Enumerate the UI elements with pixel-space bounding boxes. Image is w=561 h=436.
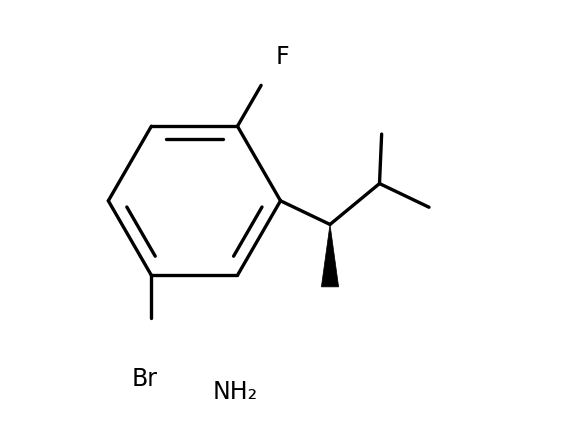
Polygon shape: [321, 225, 339, 287]
Text: F: F: [276, 44, 289, 68]
Text: Br: Br: [132, 368, 158, 392]
Text: NH₂: NH₂: [213, 380, 258, 404]
